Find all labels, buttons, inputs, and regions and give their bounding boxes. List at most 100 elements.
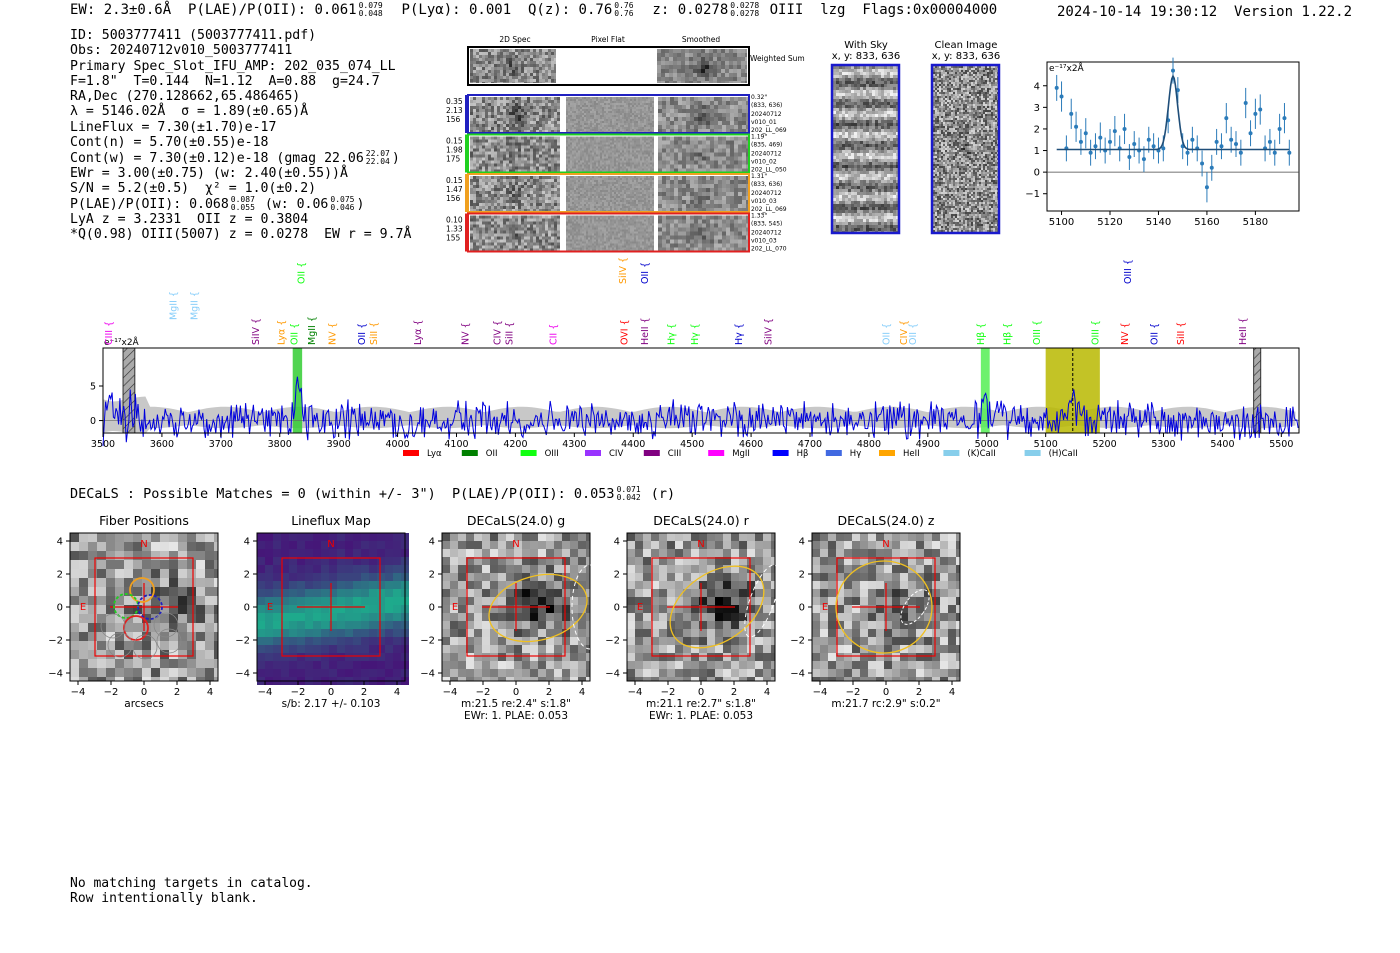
pixel (572, 170, 574, 172)
pixel (485, 118, 488, 121)
pixel (646, 170, 648, 172)
pixel (717, 69, 721, 73)
pixel (661, 49, 665, 53)
pixel (604, 111, 606, 113)
pixel (630, 109, 632, 111)
pixel (488, 130, 491, 132)
pixel (674, 148, 678, 153)
pixel (592, 140, 594, 143)
pixel (470, 61, 473, 64)
pixel (658, 204, 662, 208)
pixel (582, 182, 584, 184)
pixel (576, 200, 578, 202)
pixel (606, 188, 608, 190)
pixel (681, 65, 685, 69)
pixel (604, 105, 606, 107)
pixel (644, 127, 646, 129)
pixel (693, 81, 697, 83)
pixel (610, 125, 612, 127)
pixel (551, 227, 554, 231)
pixel (722, 196, 726, 200)
pixel (624, 154, 626, 157)
pixel (614, 182, 616, 184)
pixel (494, 203, 497, 206)
pixel (612, 164, 614, 167)
pixel (612, 119, 614, 121)
pixel (677, 81, 681, 83)
pixel (608, 210, 610, 211)
pixel (698, 200, 702, 204)
pixel (551, 151, 554, 155)
pixel (614, 176, 616, 178)
pixel (582, 150, 584, 153)
pixel (521, 221, 524, 225)
pixel (539, 169, 542, 172)
pixel (497, 142, 500, 146)
pixel (612, 158, 614, 161)
pixel (657, 57, 661, 61)
pixel (602, 154, 604, 157)
pixel (634, 146, 636, 149)
pixel (620, 131, 622, 132)
pixel (746, 101, 748, 105)
pixel (509, 218, 512, 222)
pixel (628, 101, 630, 103)
pixel (742, 144, 746, 149)
pixel (506, 136, 509, 140)
pixel (524, 157, 527, 161)
pixel (590, 156, 592, 159)
pixel (572, 131, 574, 132)
pixel (588, 206, 590, 208)
pixel (606, 162, 608, 165)
pixel (620, 186, 622, 188)
pixel (698, 180, 702, 184)
pixel (494, 157, 497, 161)
pixel (614, 109, 616, 111)
pixel (634, 198, 636, 200)
pixel (638, 115, 640, 117)
pixel (515, 82, 518, 83)
pixel (596, 136, 598, 139)
pixel (604, 113, 606, 115)
pixel (644, 123, 646, 125)
pixel (506, 112, 509, 115)
pixel (482, 188, 485, 191)
pixel (600, 204, 602, 206)
pixel (746, 208, 748, 211)
pixel (670, 125, 674, 129)
pixel (500, 160, 503, 164)
pixel (690, 117, 694, 121)
pixel (506, 227, 509, 231)
pixel (618, 184, 620, 186)
pixel (677, 69, 681, 73)
pixel (632, 115, 634, 117)
pixel (598, 164, 600, 167)
pixel (628, 142, 630, 145)
pixel (582, 107, 584, 109)
pixel (485, 224, 488, 228)
pixel (644, 196, 646, 198)
pixel (642, 146, 644, 149)
pixel (509, 139, 512, 143)
pixel (476, 163, 479, 167)
pixel (610, 150, 612, 153)
pixel (554, 197, 557, 200)
pixel (598, 198, 600, 200)
pixel (533, 58, 536, 61)
pixel (568, 162, 570, 165)
pixel (626, 198, 628, 200)
pixel (650, 131, 652, 132)
pixel (536, 239, 539, 243)
pixel (630, 148, 632, 151)
pixel (652, 97, 654, 99)
pixel (539, 179, 542, 182)
cutout-weight-2: 1.47 (446, 185, 463, 194)
pixel (582, 176, 584, 178)
pixel (602, 146, 604, 149)
pixel (628, 178, 630, 180)
pixel (530, 49, 533, 52)
pixel (626, 164, 628, 167)
pixel (584, 111, 586, 113)
pixel (494, 163, 497, 167)
pixel (515, 118, 518, 121)
